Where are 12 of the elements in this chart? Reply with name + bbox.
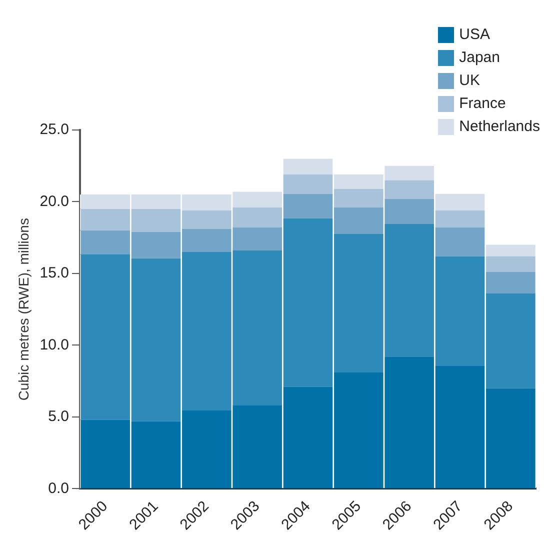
legend-label: France: [459, 95, 506, 112]
y-tick-label: 20.0: [40, 192, 69, 210]
legend-label: UK: [459, 72, 480, 89]
y-tick-label: 5.0: [48, 408, 69, 426]
y-tick-label: 25.0: [40, 121, 69, 138]
y-tick-label: 15.0: [40, 264, 69, 282]
y-axis-title: Cubic metres (RWE), millions: [15, 218, 32, 401]
y-tick-label: 0.0: [48, 480, 69, 497]
legend-label: USA: [459, 26, 490, 43]
y-tick-label: 10.0: [40, 336, 69, 354]
legend-label: Japan: [459, 49, 500, 66]
legend-label: Netherlands: [459, 118, 540, 135]
